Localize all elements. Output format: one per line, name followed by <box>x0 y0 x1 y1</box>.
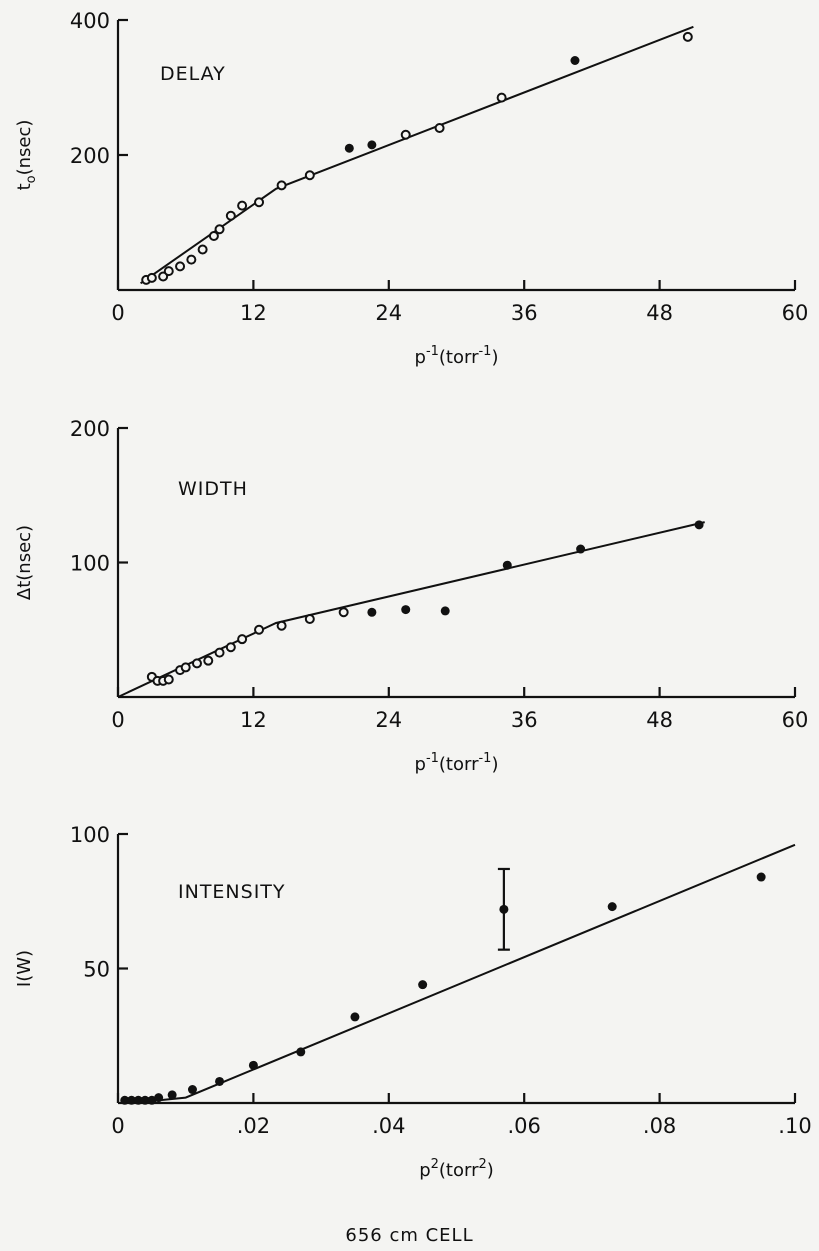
width-x-tick-label: 12 <box>240 708 267 732</box>
width-x-axis-label: p-1(torr-1) <box>415 751 499 775</box>
width-x-tick-label: 36 <box>511 708 538 732</box>
intensity-data-point <box>187 1085 197 1095</box>
width-panel-title: WIDTH <box>178 478 248 500</box>
intensity-data-point <box>418 980 428 990</box>
delay-y-tick-label: 200 <box>70 144 110 168</box>
width-data-point <box>401 605 411 615</box>
intensity-data-point <box>248 1060 258 1070</box>
delay-data-point <box>434 123 445 133</box>
delay-data-point <box>570 56 580 65</box>
intensity-x-tick-label: .02 <box>237 1114 270 1138</box>
intensity-data-point <box>133 1095 143 1105</box>
intensity-x-tick-label: .06 <box>507 1114 540 1138</box>
intensity-data-point <box>499 904 509 914</box>
delay-data-point <box>276 180 287 191</box>
intensity-data-point <box>756 872 766 882</box>
intensity-data-point <box>350 1012 360 1022</box>
delay-x-tick-label: 36 <box>511 301 538 325</box>
width-data-point <box>338 607 349 618</box>
delay-data-point <box>225 210 236 221</box>
intensity-y-axis-label: I(W) <box>14 950 35 987</box>
delay-x-tick-label: 24 <box>375 301 402 325</box>
delay-panel-title: DELAY <box>160 63 226 85</box>
width-data-point <box>367 607 377 617</box>
delay-data-point <box>344 143 354 153</box>
delay-x-tick-label: 0 <box>111 301 124 325</box>
width-y-tick-label: 200 <box>70 417 110 441</box>
width-data-point <box>180 662 191 673</box>
intensity-data-point <box>140 1095 150 1105</box>
delay-x-tick-label: 60 <box>782 301 809 325</box>
delay-data-point <box>254 197 265 208</box>
intensity-x-tick-label: 0 <box>111 1114 124 1138</box>
width-data-point <box>203 655 214 666</box>
delay-data-point <box>214 224 225 235</box>
intensity-data-point <box>120 1095 130 1105</box>
width-data-point <box>214 647 225 658</box>
intensity-x-tick-label: .10 <box>778 1114 811 1138</box>
intensity-x-axis-label: p2(torr2) <box>419 1157 494 1181</box>
delay-data-point <box>304 170 315 181</box>
intensity-panel: 0 .02 .04 .06 .08 .10 50 100 INTENSITY p2(torr2) I… <box>14 823 812 1181</box>
width-data-point <box>304 613 315 624</box>
delay-data-point <box>496 92 507 103</box>
intensity-data-point <box>147 1095 157 1105</box>
intensity-y-tick-label: 50 <box>83 958 110 982</box>
width-data-point <box>225 642 236 653</box>
intensity-data-point <box>127 1095 137 1105</box>
intensity-x-tick-label: .04 <box>372 1114 405 1138</box>
width-data-point <box>276 620 287 631</box>
width-data-point <box>502 560 512 570</box>
delay-data-point <box>367 140 377 150</box>
figure-caption: 656 cm CELL <box>345 1225 474 1246</box>
width-x-tick-label: 60 <box>782 708 809 732</box>
intensity-data-point <box>215 1076 225 1086</box>
delay-data-point <box>197 244 208 255</box>
delay-data-point <box>400 129 411 140</box>
delay-data-point <box>682 31 693 42</box>
delay-data-point <box>146 272 157 283</box>
delay-y-tick-label: 400 <box>70 9 110 33</box>
width-fit-line <box>117 521 705 698</box>
delay-data-point <box>163 266 174 277</box>
delay-x-tick-label: 48 <box>646 301 673 325</box>
delay-x-axis-label: p-1(torr-1) <box>415 344 499 368</box>
width-data-point <box>254 624 265 635</box>
width-x-tick-label: 0 <box>111 708 124 732</box>
delay-data-point <box>186 254 197 265</box>
intensity-panel-title: INTENSITY <box>178 881 286 903</box>
intensity-data-point <box>607 902 617 912</box>
width-data-point <box>440 606 450 616</box>
delay-fit-line <box>140 25 694 285</box>
width-data-point <box>163 674 174 685</box>
delay-data-point <box>237 200 248 211</box>
intensity-data-point <box>154 1093 164 1103</box>
delay-y-axis-label: to(nsec) <box>14 120 39 191</box>
delay-panel: 0 12 24 36 48 60 200 400 DELAY p-1(torr-1) to(nsec… <box>14 9 808 368</box>
width-x-tick-label: 24 <box>375 708 402 732</box>
width-panel: 0 12 24 36 48 60 100 200 WIDTH p-1(torr-1) Δt(nsec… <box>14 417 808 775</box>
intensity-data-point <box>167 1090 177 1100</box>
width-data-point <box>694 520 704 530</box>
intensity-x-tick-label: .08 <box>643 1114 676 1138</box>
delay-data-point <box>208 231 219 241</box>
width-data-point <box>237 634 248 645</box>
width-data-point <box>191 658 202 669</box>
delay-x-tick-label: 12 <box>240 301 267 325</box>
width-y-tick-label: 100 <box>70 552 110 576</box>
intensity-data-point <box>296 1047 306 1057</box>
delay-data-point <box>175 261 186 272</box>
width-x-tick-label: 48 <box>646 708 673 732</box>
width-y-axis-label: Δt(nsec) <box>14 525 35 600</box>
width-data-point <box>576 544 586 554</box>
intensity-y-tick-label: 100 <box>70 823 110 847</box>
